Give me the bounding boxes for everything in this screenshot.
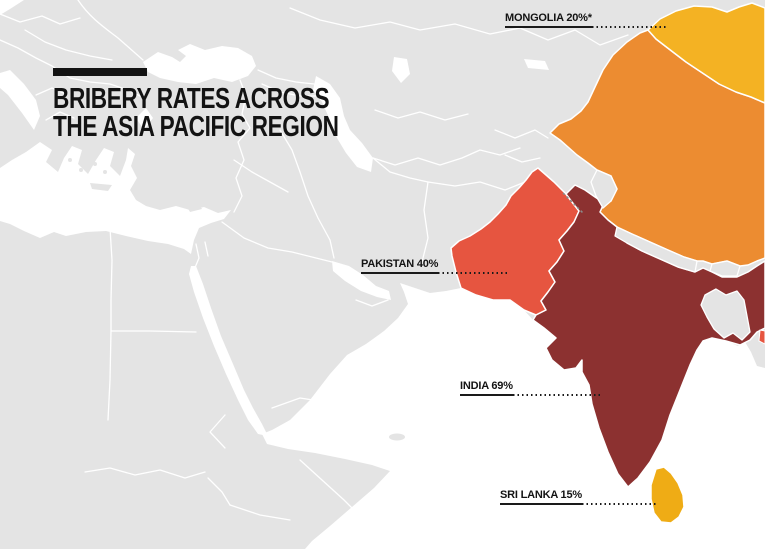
country-nepal (614, 226, 698, 273)
label-sri-lanka-text: SRI LANKA 15% (500, 489, 582, 505)
bosporus-marmara (136, 108, 153, 130)
label-sri-lanka-leader-line (581, 503, 657, 505)
inner-seas (0, 0, 549, 436)
cyprus-island (186, 204, 202, 212)
label-india: INDIA 69% (460, 380, 602, 396)
lake-balkhash (524, 59, 549, 70)
label-mongolia: MONGOLIA 20%* (505, 12, 668, 28)
region-aksai-chin (590, 169, 618, 209)
aral-sea (392, 57, 410, 83)
label-india-text: INDIA 69% (460, 380, 513, 396)
aegean-island (68, 158, 72, 162)
title-accent-bar (53, 68, 147, 76)
persian-gulf (332, 261, 391, 300)
label-pakistan-leader-line (438, 272, 510, 274)
label-india-leader-line (512, 394, 602, 396)
aegean-island (93, 162, 97, 166)
socotra-island (389, 433, 405, 441)
title-line-1: BRIBERY RATES ACROSS (53, 83, 330, 115)
label-mongolia-leader-line (591, 26, 668, 28)
label-sri-lanka: SRI LANKA 15% (500, 489, 657, 505)
baltic-corner (0, 0, 24, 15)
label-pakistan: PAKISTAN 40% (361, 258, 510, 274)
label-mongolia-text: MONGOLIA 20%* (505, 12, 592, 28)
country-sri-lanka (650, 466, 685, 524)
country-myanmar-sliver (758, 329, 765, 345)
country-mongolia (647, 2, 765, 104)
country-bangladesh (700, 288, 751, 341)
black-sea (143, 44, 256, 84)
aegean-island (103, 170, 107, 174)
aegean-island (79, 168, 83, 172)
adriatic-sea (0, 70, 40, 130)
red-sea (189, 266, 268, 436)
title-block: BRIBERY RATES ACROSS THE ASIA PACIFIC RE… (53, 68, 419, 143)
country-borders (0, 0, 628, 520)
crete-island (90, 183, 112, 191)
caspian-sea (313, 76, 373, 172)
label-pakistan-text: PAKISTAN 40% (361, 258, 438, 274)
islands (68, 158, 405, 441)
mediterranean-sea (0, 142, 231, 254)
gray-neighbours (590, 169, 751, 341)
title-line-2: THE ASIA PACIFIC REGION (53, 111, 339, 143)
country-bhutan (709, 260, 741, 277)
